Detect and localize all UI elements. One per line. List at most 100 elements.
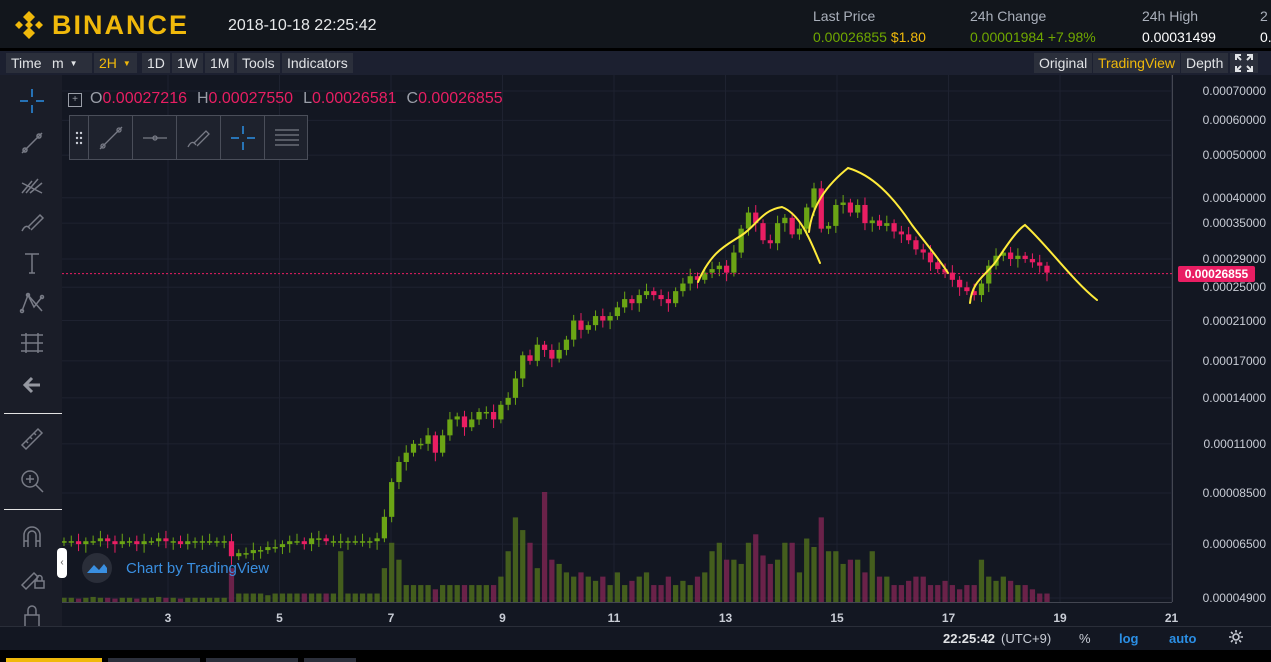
candle-body [680,283,686,292]
candle-body [658,295,664,300]
time-axis[interactable]: 3 5 7 9 11 13 15 17 19 21 [62,602,1178,627]
candle-body [876,220,883,226]
lock-drawing-tool[interactable] [16,561,48,593]
volume-bar [993,580,999,602]
ruler-tool[interactable] [16,423,48,455]
candle-body [505,397,511,405]
candle-body [1000,252,1006,256]
volume-bar [214,597,220,602]
bottom-tab[interactable] [6,658,102,662]
volume-bar [68,597,74,602]
close-label: C [406,90,419,107]
panel-trendline-button[interactable] [88,116,132,159]
volume-bar [796,572,803,602]
magnet-tool[interactable] [16,521,48,553]
watermark-text: Chart by TradingView [126,559,270,577]
stat-label: Last Price [813,8,876,24]
zoom-tool[interactable] [16,465,48,497]
candle-body [512,378,519,398]
candle-body [1007,252,1014,260]
volume-bar [156,596,162,602]
volume-bar [862,572,868,602]
scroll-left-handle[interactable]: ‹ [57,548,67,578]
volume-bar [490,585,497,602]
hour-interval-dropdown[interactable]: 2H ▼ [94,53,137,73]
panel-horizontal-line-button[interactable] [132,116,176,159]
log-scale-toggle[interactable]: log [1119,631,1139,646]
drag-handle[interactable] [70,116,88,159]
volume-bar [265,595,271,602]
candle-body [272,547,278,549]
time-tick-label: 19 [1053,611,1067,625]
floating-drawing-panel [69,115,308,160]
interval-1d-button[interactable]: 1D [142,53,170,73]
stat-24h-change: 24h Change 0.00001984 +7.98% [970,8,1096,45]
candle-body [126,541,133,543]
volume-bar [592,580,599,602]
binance-logo[interactable]: BINANCE [12,8,189,42]
price-axis[interactable]: 0.00070000 0.00060000 0.00050000 0.00040000… [1172,75,1271,605]
indicators-button[interactable]: Indicators [282,53,353,73]
crosshair-tool[interactable] [16,85,48,117]
legend-toggle-icon[interactable]: + [68,93,82,107]
fullscreen-button[interactable] [1230,53,1258,73]
volume-bar [687,585,693,602]
volume-bar [294,593,300,602]
interval-1w-button[interactable]: 1W [172,53,203,73]
low-label: L [303,90,312,107]
volume-bar [83,597,89,602]
pitchfork-tool[interactable] [16,167,48,199]
candle-body [549,349,555,359]
tradingview-watermark[interactable]: Chart by TradingView [82,553,269,583]
bottom-tab[interactable] [108,658,200,662]
bottom-tab[interactable] [304,658,356,662]
volume-bar [243,593,249,602]
original-view-button[interactable]: Original [1034,53,1093,73]
panel-fib-button[interactable] [264,116,308,159]
volume-bar [498,576,504,602]
tools-button[interactable]: Tools [237,53,280,73]
auto-scale-toggle[interactable]: auto [1169,631,1197,646]
tradingview-button[interactable]: TradingView [1093,53,1181,73]
candle-body [294,541,300,543]
panel-crosshair-button[interactable] [220,116,264,159]
trendline-tool[interactable] [16,127,48,159]
bottom-tab[interactable] [206,658,298,662]
candle-body [825,225,832,229]
depth-button[interactable]: Depth [1181,53,1229,73]
candle-body [694,276,701,280]
panel-brush-button[interactable] [176,116,220,159]
tradingview-logo-icon [82,553,112,583]
interval-1m-button[interactable]: 1M [205,53,235,73]
fib-tool[interactable] [16,327,48,359]
candle-body [927,252,934,263]
chart-settings-button[interactable] [1228,629,1244,648]
percent-scale-toggle[interactable]: % [1079,631,1091,646]
lock-icon [24,605,40,628]
price-tick-label: 0.00017000 [1202,353,1266,368]
minute-interval-dropdown[interactable]: m ▼ [47,53,92,73]
brush-tool[interactable] [16,207,48,239]
candle-body [367,541,373,543]
volume-bar [345,593,351,602]
volume-bar [279,593,286,602]
volume-bar [352,593,358,602]
volume-bar [884,576,890,602]
header-bar: BINANCE 2018-10-18 22:25:42 Last Price 0… [0,0,1271,48]
zoom-in-icon [21,470,44,493]
volume-bar [199,597,205,602]
back-tool[interactable] [16,369,48,401]
price-tick-label: 0.00050000 [1202,148,1266,163]
candle-body [745,212,752,229]
volume-bar [876,576,883,602]
candle-body [403,452,409,462]
volume-bar [927,585,934,602]
time-tick-label: 3 [164,611,172,625]
pattern-tool[interactable] [16,287,48,319]
footer-timezone[interactable]: (UTC+9) [1001,631,1052,646]
price-chart[interactable] [62,75,1172,602]
time-button[interactable]: Time [6,53,47,73]
brush-icon [21,213,45,232]
text-tool[interactable] [16,247,48,279]
volume-bar [869,551,875,602]
